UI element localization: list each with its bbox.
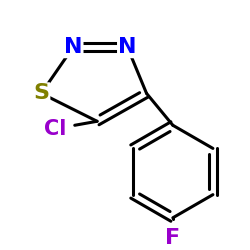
Text: S: S xyxy=(33,84,49,103)
Text: F: F xyxy=(165,228,180,248)
Text: N: N xyxy=(118,37,137,57)
Text: N: N xyxy=(118,37,137,57)
Text: S: S xyxy=(33,84,49,103)
Text: N: N xyxy=(64,37,82,57)
Text: Cl: Cl xyxy=(44,119,67,139)
Text: F: F xyxy=(165,228,180,248)
Text: N: N xyxy=(64,37,82,57)
Text: Cl: Cl xyxy=(44,119,67,139)
